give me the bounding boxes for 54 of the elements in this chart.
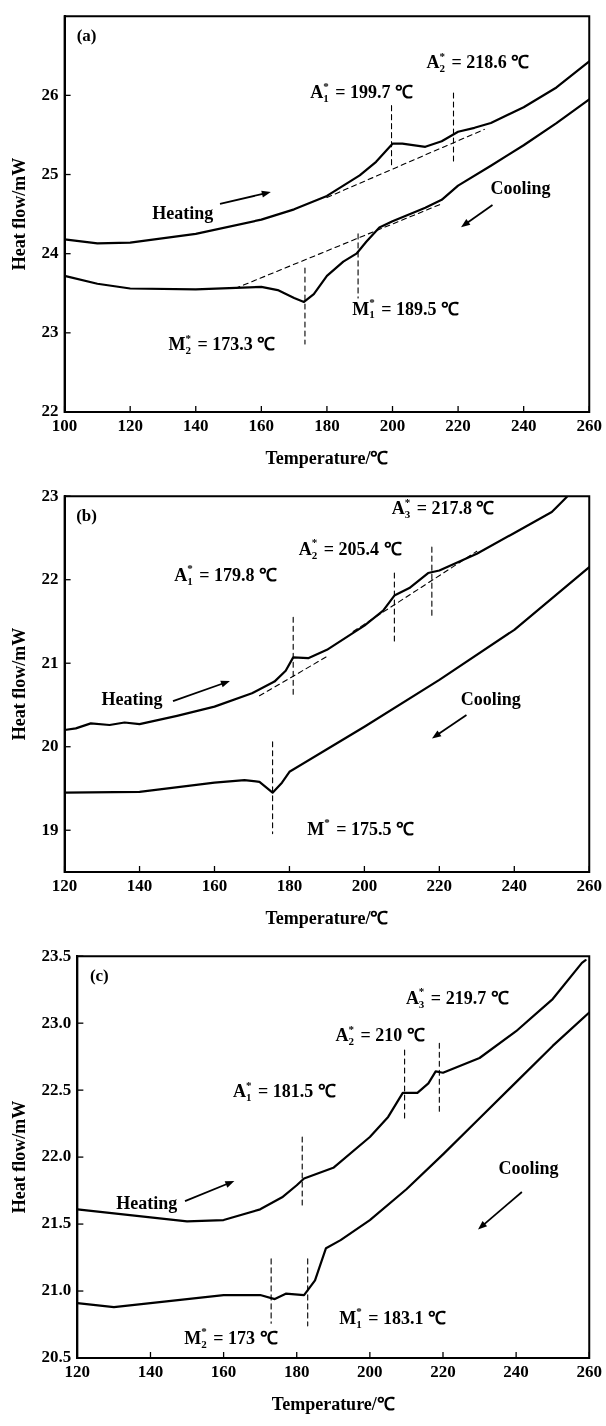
series-label: Heating xyxy=(152,202,214,223)
y-tick-label: 23 xyxy=(41,322,59,342)
annotation: (a) xyxy=(76,25,97,45)
y-tick-label: 19 xyxy=(41,819,59,839)
x-tick-label: 160 xyxy=(210,1361,237,1381)
y-tick-label: 23.5 xyxy=(41,945,72,965)
x-tick-label: 180 xyxy=(276,875,303,895)
y-tick-label: 22 xyxy=(41,569,59,589)
x-tick-label: 180 xyxy=(314,415,340,435)
x-axis-title: Temperature/℃ xyxy=(265,907,389,928)
x-tick-label: 140 xyxy=(126,875,153,895)
y-tick-label: 23.0 xyxy=(41,1012,72,1032)
annotation: (c) xyxy=(89,965,109,985)
y-tick-label: 26 xyxy=(41,84,59,104)
x-axis-title: Temperature/℃ xyxy=(271,1393,395,1414)
legend-label: Heating xyxy=(116,1192,178,1213)
text: Cooling xyxy=(498,1157,559,1178)
x-tick-label: 220 xyxy=(430,1361,456,1381)
x-tick-label: 240 xyxy=(503,1361,529,1381)
x-tick-label: 120 xyxy=(51,875,78,895)
x-tick-label: 140 xyxy=(137,1361,164,1381)
y-axis-title: Heat flow/mW xyxy=(9,1100,30,1214)
x-tick-label: 260 xyxy=(576,415,602,435)
x-tick-label: 180 xyxy=(283,1361,310,1381)
x-tick-label: 160 xyxy=(201,875,228,895)
y-tick-label: 20 xyxy=(41,736,59,756)
x-tick-label: 160 xyxy=(248,415,275,435)
legend-label: Heating xyxy=(101,689,163,710)
series-label: Cooling xyxy=(460,689,521,710)
y-tick-label: 24 xyxy=(41,243,60,263)
annotation: (b) xyxy=(76,505,97,525)
y-axis-title: Heat flow/mW xyxy=(9,627,30,741)
x-tick-label: 260 xyxy=(576,1361,602,1381)
x-tick-label: 240 xyxy=(510,415,537,435)
y-tick-label: 25 xyxy=(41,163,59,183)
x-tick-label: 220 xyxy=(426,875,453,895)
y-tick-label: 22.5 xyxy=(41,1079,72,1099)
y-tick-label: 21 xyxy=(41,652,59,672)
y-axis-title: Heat flow/mW xyxy=(9,157,30,271)
y-tick-label: 22.0 xyxy=(41,1146,72,1166)
x-tick-label: 120 xyxy=(117,415,143,435)
x-tick-label: 240 xyxy=(501,875,528,895)
x-axis-title: Temperature/℃ xyxy=(265,447,389,468)
x-tick-label: 140 xyxy=(183,415,209,435)
y-tick-label: 21.5 xyxy=(41,1213,72,1233)
y-tick-label: 21.0 xyxy=(41,1280,72,1300)
x-tick-label: 220 xyxy=(445,415,471,435)
x-tick-label: 200 xyxy=(379,415,406,435)
x-tick-label: 260 xyxy=(576,875,602,895)
x-tick-label: 200 xyxy=(351,875,378,895)
x-tick-label: 200 xyxy=(357,1361,383,1381)
y-tick-label: 23 xyxy=(41,485,59,505)
series-label: Cooling xyxy=(490,178,551,199)
annotation: M* = 175.5 ℃ xyxy=(307,816,415,839)
